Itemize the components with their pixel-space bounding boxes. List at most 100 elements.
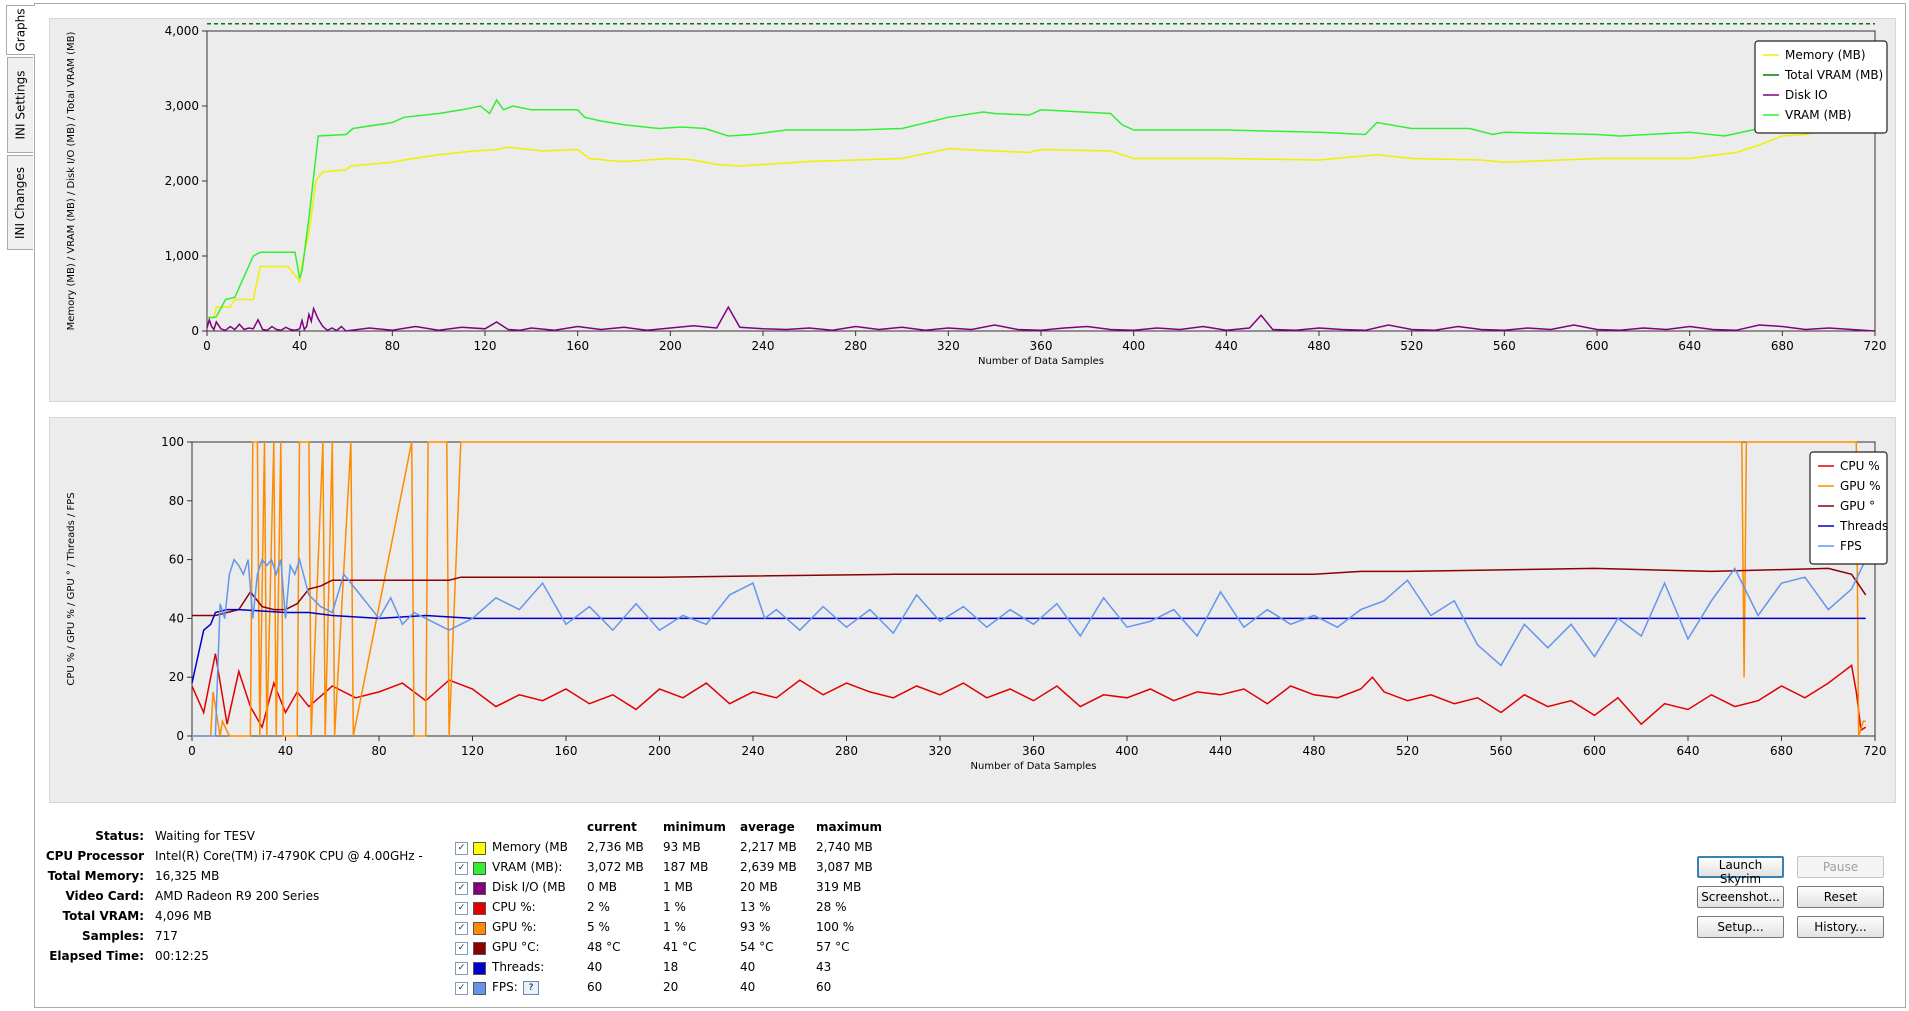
series-color-swatch [473,842,486,855]
video-card-value: AMD Radeon R9 200 Series [155,889,320,903]
stats-cell-maximum: 100 % [816,920,855,934]
legend-label: Memory (MB) [1785,48,1866,62]
x-tick-label: 40 [292,339,307,353]
stats-cell-current: 0 MB [587,880,618,894]
series-color-swatch [473,902,486,915]
stats-row-label: VRAM (MB): [492,860,563,874]
tab-ini-changes-label: INI Changes [13,166,28,239]
legend-label: FPS [1840,539,1862,553]
stats-row-label: GPU °C: [492,940,540,954]
x-axis-label: Number of Data Samples [978,356,1104,367]
series-line-1 [192,441,1866,737]
x-tick-label: 240 [742,744,765,758]
series-visibility-checkbox[interactable]: ✓ [455,902,468,915]
series-color-swatch [473,942,486,955]
series-visibility-checkbox[interactable]: ✓ [455,982,468,995]
y-tick-label: 100 [161,435,184,449]
x-tick-label: 240 [752,339,775,353]
series-visibility-checkbox[interactable]: ✓ [455,962,468,975]
x-tick-label: 520 [1400,339,1423,353]
x-tick-label: 120 [474,339,497,353]
tab-graphs-label: Graphs [14,8,28,52]
x-tick-label: 320 [937,339,960,353]
series-visibility-checkbox[interactable]: ✓ [455,842,468,855]
stats-cell-current: 3,072 MB [587,860,644,874]
series-color-swatch [473,982,486,995]
y-tick-label: 3,000 [165,99,199,113]
total-vram-value: 4,096 MB [155,909,212,923]
x-tick-label: 360 [1030,339,1053,353]
x-tick-label: 720 [1864,339,1887,353]
total-vram-label: Total VRAM: [62,909,144,923]
tab-ini-changes[interactable]: INI Changes [7,155,33,250]
x-axis-label: Number of Data Samples [971,761,1097,772]
tab-ini-settings[interactable]: INI Settings [7,57,33,153]
stats-cell-average: 93 % [740,920,771,934]
x-tick-label: 560 [1493,339,1516,353]
stats-cell-maximum: 43 [816,960,832,974]
reset-button[interactable]: Reset [1797,886,1884,908]
stats-cell-current: 2 % [587,900,610,914]
series-visibility-checkbox[interactable]: ✓ [455,882,468,895]
series-line-2 [192,567,1867,617]
elapsed-time-value: 00:12:25 [155,949,209,963]
x-tick-label: 0 [203,339,211,353]
series-color-swatch [473,882,486,895]
x-tick-label: 480 [1303,744,1326,758]
stats-cell-minimum: 93 MB [663,840,701,854]
plot-area [206,30,1876,332]
x-tick-label: 640 [1677,744,1700,758]
x-tick-label: 280 [844,339,867,353]
x-tick-label: 80 [371,744,386,758]
y-axis-label: Memory (MB) / VRAM (MB) / Disk I/O (MB) … [66,32,77,331]
x-tick-label: 0 [188,744,196,758]
pause-button[interactable]: Pause [1797,856,1884,878]
x-tick-label: 560 [1490,744,1513,758]
screenshot-button[interactable]: Screenshot... [1697,886,1784,908]
y-tick-label: 80 [169,494,184,508]
stats-cell-minimum: 41 °C [663,940,697,954]
x-tick-label: 40 [278,744,293,758]
series-line-4 [192,556,1867,737]
cpu-value: Intel(R) Core(TM) i7-4790K CPU @ 4.00GHz… [155,849,423,863]
history-button[interactable]: History... [1797,916,1884,938]
x-tick-label: 520 [1396,744,1419,758]
stats-cell-average: 40 [740,960,756,974]
stats-row-label: Disk I/O (MB [492,880,566,894]
stats-cell-maximum: 28 % [816,900,847,914]
stats-row-label: FPS: [492,980,518,994]
status-value: Waiting for TESV [155,829,255,843]
stats-header-current: current [587,820,637,834]
y-tick-label: 40 [169,611,184,625]
x-tick-label: 200 [659,339,682,353]
x-tick-label: 280 [835,744,858,758]
stats-cell-minimum: 1 % [663,900,686,914]
x-tick-label: 160 [566,339,589,353]
setup-button[interactable]: Setup... [1697,916,1784,938]
series-color-swatch [473,962,486,975]
total-memory-value: 16,325 MB [155,869,220,883]
launch-skyrim-button[interactable]: Launch Skyrim [1697,856,1784,886]
stats-cell-minimum: 18 [663,960,679,974]
stats-cell-maximum: 2,740 MB [816,840,873,854]
x-tick-label: 680 [1771,339,1794,353]
stats-row-label: Threads: [492,960,545,974]
tab-graphs[interactable]: Graphs [6,5,35,55]
series-visibility-checkbox[interactable]: ✓ [455,942,468,955]
stats-cell-average: 20 MB [740,880,778,894]
series-visibility-checkbox[interactable]: ✓ [455,922,468,935]
stats-cell-average: 54 °C [740,940,774,954]
y-tick-label: 60 [169,553,184,567]
legend-label: Total VRAM (MB) [1784,68,1883,82]
x-tick-label: 400 [1122,339,1145,353]
y-tick-label: 4,000 [165,24,199,38]
fps-help-icon[interactable]: ? [523,981,539,995]
elapsed-time-label: Elapsed Time: [49,949,144,963]
stats-row-label: GPU %: [492,920,537,934]
y-tick-label: 1,000 [165,249,199,263]
series-visibility-checkbox[interactable]: ✓ [455,862,468,875]
stats-cell-minimum: 187 MB [663,860,709,874]
x-tick-label: 640 [1678,339,1701,353]
stats-cell-current: 5 % [587,920,610,934]
stats-cell-average: 2,639 MB [740,860,797,874]
